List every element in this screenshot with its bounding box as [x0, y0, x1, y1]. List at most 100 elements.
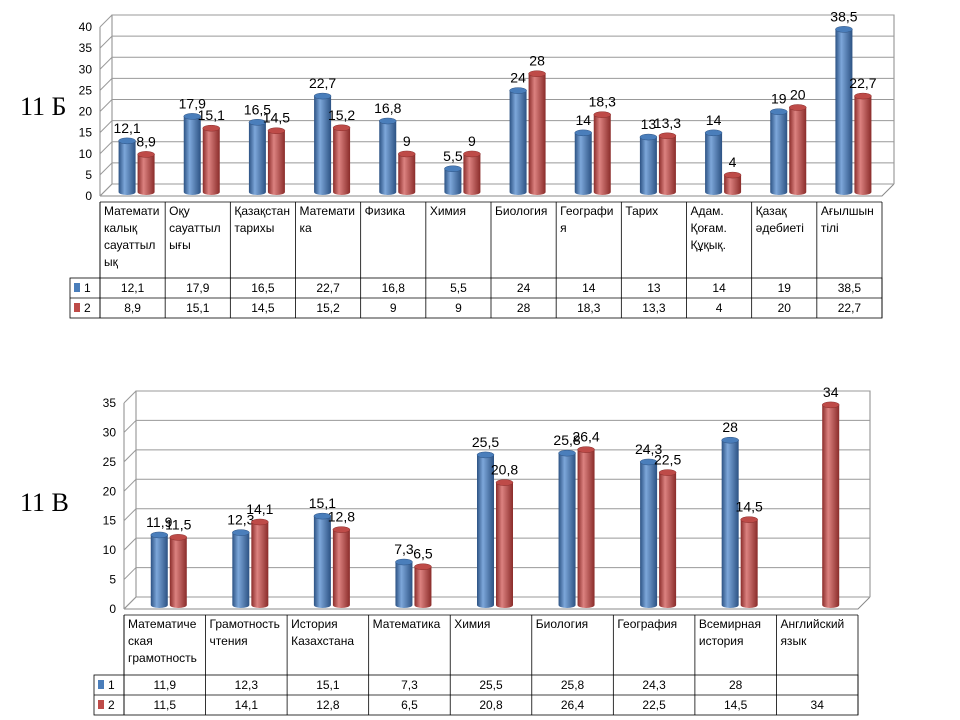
category-label: Адам.: [691, 204, 724, 218]
bar-series1: [574, 132, 592, 195]
table-value: 13,3: [642, 301, 666, 315]
bar-top-series1: [721, 436, 739, 444]
bar-series2: [528, 73, 546, 195]
bar-top-series1: [444, 165, 462, 173]
category-label: Грамотность: [210, 617, 280, 631]
data-label: 22,7: [849, 75, 876, 91]
category-label: Ағылшын: [821, 204, 874, 218]
bar-top-series2: [658, 469, 677, 476]
data-label: 9: [468, 133, 476, 149]
data-label: 11,5: [165, 516, 191, 532]
bar-series2: [169, 537, 187, 608]
bar-series2: [332, 529, 350, 608]
y-tick-label: 5: [85, 168, 92, 182]
bar-series1: [314, 96, 332, 195]
table-value: 14,1: [235, 698, 259, 712]
table-value: 15,1: [186, 301, 210, 315]
data-label: 12,3: [227, 512, 254, 528]
legend-key-series2: [98, 700, 104, 709]
bar-series1: [835, 29, 853, 196]
category-label: сауаттыл: [104, 238, 155, 252]
table-value: 9: [455, 301, 462, 315]
data-label: 16,8: [374, 100, 401, 116]
bar-top-series2: [169, 534, 188, 541]
data-label: 4: [729, 154, 737, 170]
y-tick-label: 30: [103, 425, 117, 439]
plot-floor-edge: [100, 183, 895, 197]
bar-series1: [770, 111, 788, 195]
gridline-diag: [123, 478, 137, 492]
table-value: 11,5: [154, 698, 177, 712]
category-label: История: [291, 617, 338, 631]
bar-top-series2: [854, 92, 872, 100]
y-tick-label: 30: [79, 62, 93, 76]
table-value: 15,2: [316, 301, 340, 315]
data-label: 8,9: [136, 133, 156, 149]
gridline-diag: [99, 78, 113, 91]
table-value: 12,1: [121, 281, 145, 295]
category-label: Құқық.: [691, 238, 726, 252]
category-label: География: [617, 617, 677, 631]
category-label: Тарих: [625, 204, 658, 218]
category-label: сауаттыл: [169, 221, 220, 235]
data-label: 20: [790, 87, 806, 103]
bar-series1: [150, 534, 168, 608]
bar-series1: [183, 116, 201, 195]
bar-top-series2: [528, 70, 546, 77]
bar-top-series1: [476, 451, 495, 459]
bar-top-series2: [332, 124, 351, 132]
bar-top-series2: [463, 150, 481, 158]
bar-top-series2: [577, 446, 595, 453]
category-label: Химия: [454, 617, 490, 631]
data-label: 14: [575, 112, 591, 128]
category-label: әдебиеті: [756, 221, 804, 235]
data-label: 5,5: [443, 148, 463, 164]
table-value: 34: [811, 698, 825, 712]
table-value: 26,4: [561, 698, 585, 712]
bar-top-series1: [183, 113, 201, 120]
bar-top-series2: [414, 563, 432, 570]
y-tick-label: 20: [79, 105, 93, 119]
data-label: 18,3: [589, 94, 616, 110]
category-label: тілі: [821, 221, 839, 235]
data-label: 11,9: [146, 514, 172, 530]
bar-series2: [496, 482, 513, 608]
table-value: 22,7: [838, 301, 862, 315]
bar-series2: [659, 472, 677, 608]
bar-top-series2: [495, 479, 514, 486]
class-label-11b: 11 Б: [20, 92, 67, 121]
data-label: 24: [510, 70, 526, 86]
data-label: 13,3: [654, 115, 681, 131]
table-value: 25,8: [561, 678, 585, 692]
bar-series2: [593, 114, 611, 195]
table-value: 11,9: [154, 678, 177, 692]
bar-top-series1: [574, 129, 592, 137]
table-value: 4: [716, 301, 723, 315]
category-label: Географи: [560, 204, 613, 218]
gridline-diag: [123, 390, 137, 404]
bar-top-series2: [658, 132, 677, 140]
data-label: 20,8: [491, 462, 518, 478]
table-value: 25,5: [479, 678, 503, 692]
data-label: 12,8: [328, 509, 355, 525]
y-tick-label: 35: [79, 41, 93, 55]
category-label: Физика: [365, 204, 406, 218]
table-value: 24: [517, 281, 531, 295]
bar-series2: [577, 449, 595, 608]
y-tick-label: 25: [79, 83, 93, 97]
bar-series2: [398, 153, 416, 195]
bar-series1: [248, 122, 266, 195]
category-label: ығы: [169, 238, 191, 252]
bar-top-series1: [509, 87, 527, 94]
data-label: 28: [529, 53, 545, 69]
data-label: 19: [771, 91, 787, 107]
data-label: 38,5: [830, 8, 857, 24]
y-tick-label: 5: [109, 573, 116, 587]
table-value: 22,5: [642, 698, 666, 712]
category-label: чтения: [210, 634, 248, 648]
data-label: 14,5: [736, 499, 763, 515]
bar-series1: [379, 121, 397, 195]
table-value: 12,3: [235, 678, 259, 692]
data-label: 34: [823, 384, 839, 400]
table-value: 14,5: [251, 301, 275, 315]
